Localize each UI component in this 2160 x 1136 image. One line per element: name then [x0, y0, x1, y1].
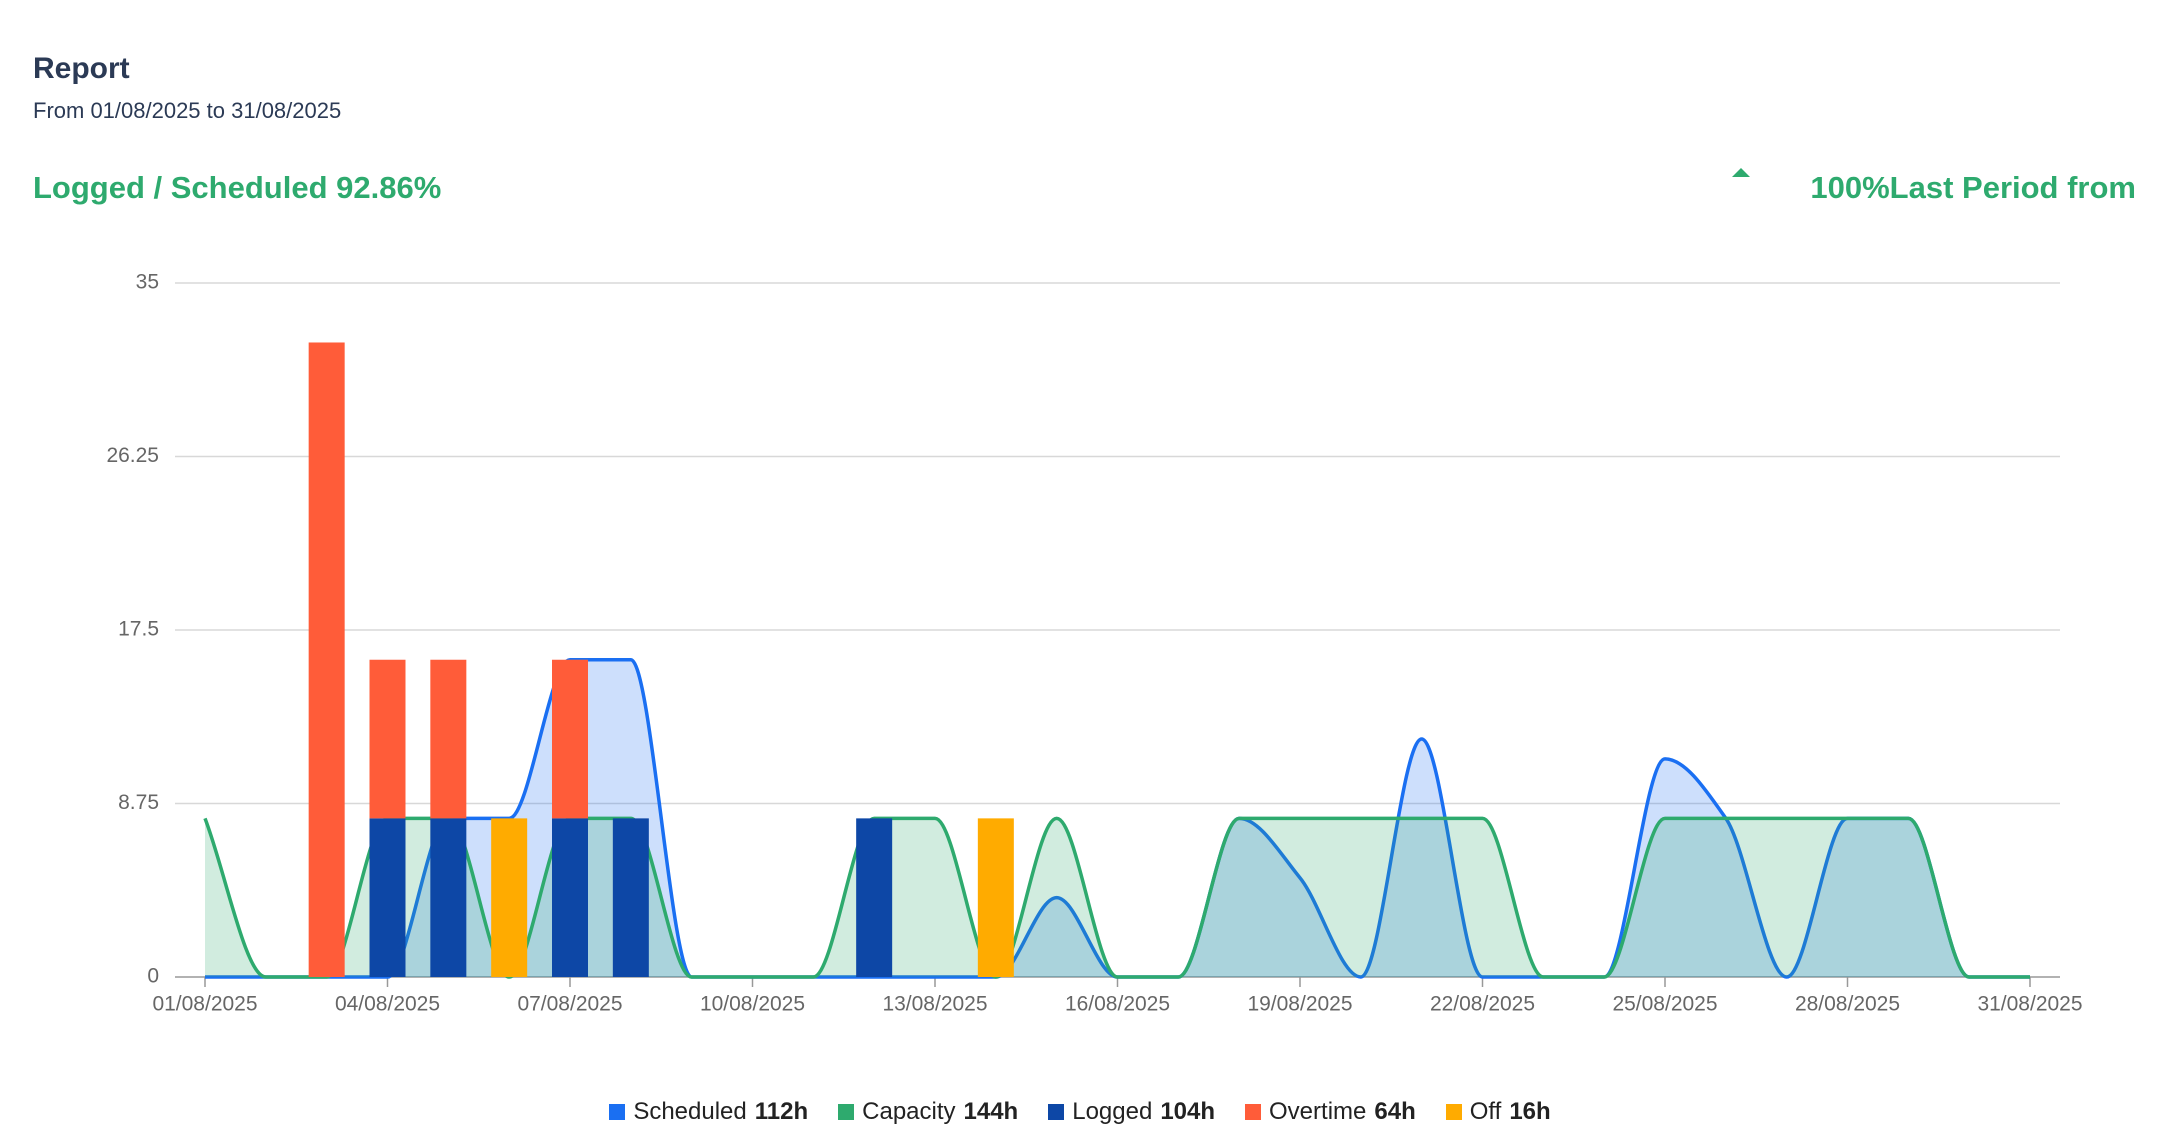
legend-label: Off [1469, 1098, 1502, 1125]
legend-swatch [1245, 1104, 1262, 1120]
x-tick-label: 13/08/2025 [882, 993, 987, 1016]
bar [612, 818, 649, 977]
title: Report [33, 52, 130, 85]
legend-item: Overtime 64h [1245, 1098, 1416, 1126]
legend-item: Off 16h [1445, 1098, 1551, 1126]
bar [552, 818, 588, 977]
subtitle: From 01/08/2025 to 31/08/2025 [33, 98, 342, 123]
legend-total: 16h [1509, 1098, 1551, 1125]
ratio: Logged / Scheduled 92.86% [33, 170, 442, 205]
legend-item: Scheduled 112h [609, 1098, 808, 1126]
x-tick-label: 19/08/2025 [1247, 993, 1352, 1016]
y-tick-label: 35 [136, 271, 159, 294]
x-tick-label: 04/08/2025 [335, 993, 440, 1016]
legend-total: 144h [963, 1098, 1019, 1125]
x-tick-label: 22/08/2025 [1430, 993, 1535, 1016]
bar [552, 659, 588, 819]
bar [977, 818, 1014, 977]
bar [430, 818, 467, 977]
area-fill [205, 818, 2030, 977]
legend-total: 112h [754, 1098, 809, 1125]
legend-total: 104h [1160, 1098, 1216, 1125]
legend-label: Scheduled [633, 1098, 747, 1125]
bar [856, 818, 893, 977]
legend-swatch [1445, 1104, 1462, 1120]
bar [308, 342, 345, 977]
legend-label: Logged [1072, 1098, 1153, 1125]
bar [369, 659, 406, 819]
bar [430, 659, 467, 819]
legend: Scheduled 112h Capacity 144h Logged 104h Overt… [0, 1098, 2160, 1126]
legend-swatch [838, 1104, 855, 1120]
bar [491, 818, 528, 977]
y-tick-label: 8.75 [118, 791, 159, 814]
comparison: 100%Last Period from [1810, 170, 2136, 205]
x-tick-label: 28/08/2025 [1795, 993, 1900, 1016]
x-tick-label: 25/08/2025 [1612, 993, 1717, 1016]
y-tick-label: 26.25 [106, 444, 159, 467]
x-tick-label: 16/08/2025 [1065, 993, 1170, 1016]
legend-item: Logged 104h [1048, 1098, 1215, 1126]
x-tick-label: 10/08/2025 [700, 993, 805, 1016]
y-tick-label: 0 [147, 965, 159, 988]
trend-icon [1732, 168, 1750, 177]
legend-label: Overtime [1269, 1098, 1367, 1125]
legend-swatch [1048, 1104, 1065, 1120]
legend-total: 64h [1374, 1098, 1416, 1125]
x-tick-label: 07/08/2025 [517, 993, 622, 1016]
x-tick-label: 01/08/2025 [152, 993, 257, 1016]
legend-label: Capacity [862, 1098, 956, 1125]
legend-item: Capacity 144h [838, 1098, 1018, 1126]
y-tick-label: 17.5 [118, 618, 159, 641]
chart: 0 8.75 17.5 26.25 35 01/08/2025 04/08/2025 07/0… [106, 271, 2082, 1016]
bar [369, 818, 406, 977]
legend-swatch [609, 1104, 626, 1120]
x-tick-label: 31/08/2025 [1977, 993, 2082, 1016]
